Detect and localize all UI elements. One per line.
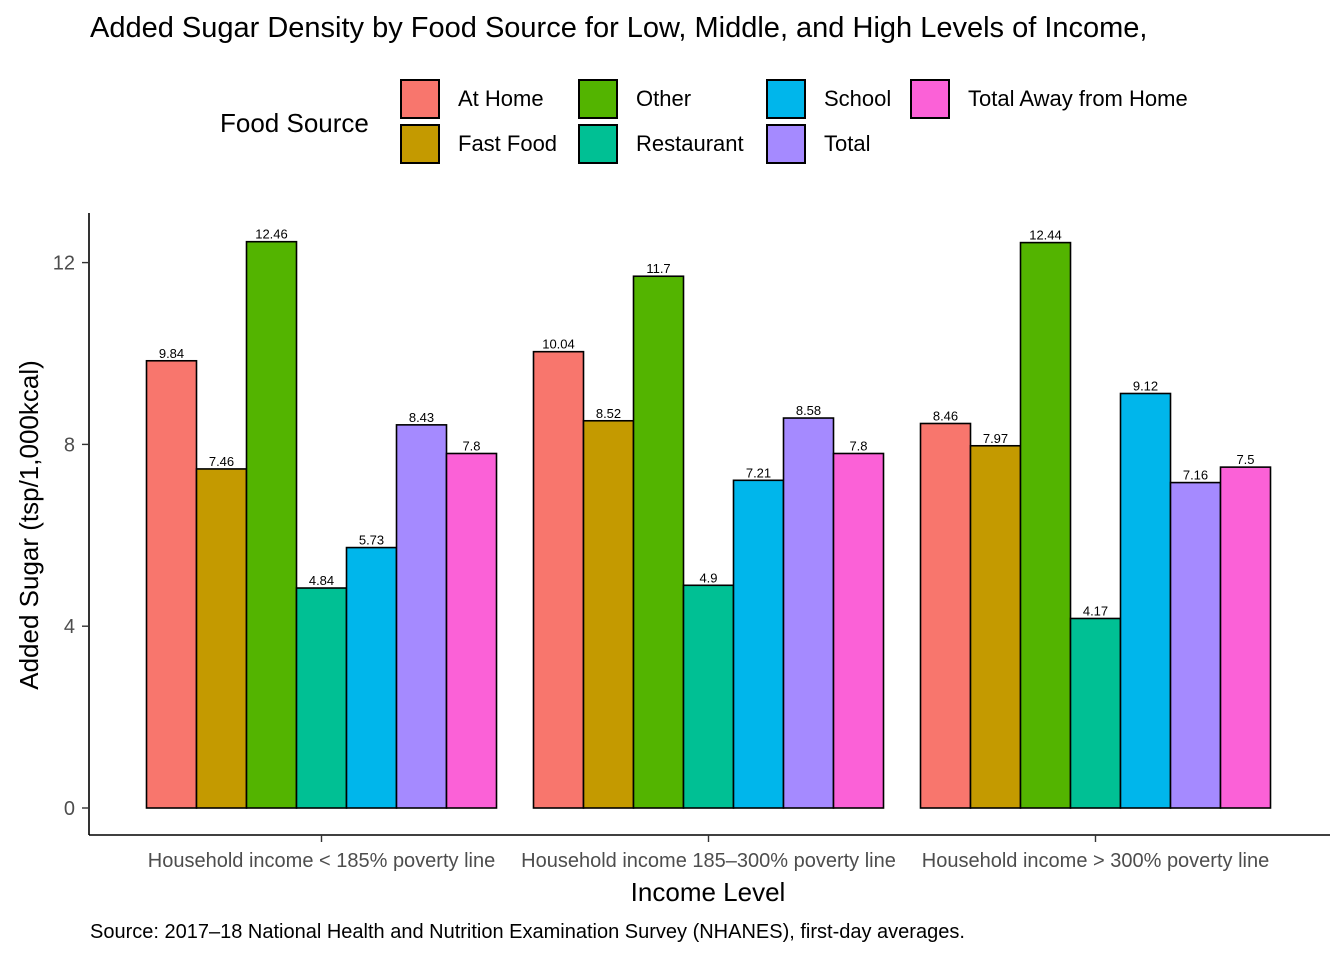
legend-item-at-home: At Home [400, 79, 544, 119]
value-label-fast-food-group-1: 7.46 [209, 454, 234, 469]
y-tick-label-0: 0 [64, 798, 75, 820]
legend-item-total-away-from-home: Total Away from Home [910, 79, 1188, 119]
value-label-fast-food-group-2: 8.52 [596, 406, 621, 421]
bar-school-group-3 [1119, 392, 1172, 809]
legend-title: Food Source [220, 108, 369, 138]
value-label-at-home-group-1: 9.84 [159, 346, 184, 361]
value-label-school-group-2: 7.21 [746, 465, 771, 480]
bar-total-away-from-home-group-3 [1219, 466, 1272, 809]
value-label-restaurant-group-1: 4.84 [309, 573, 334, 588]
bar-restaurant-group-1 [295, 587, 348, 809]
legend-swatch-restaurant [578, 124, 618, 164]
bar-restaurant-group-2 [682, 584, 735, 809]
bar-other-group-1 [245, 240, 298, 809]
legend-item-school: School [766, 79, 891, 119]
x-tick-label-2: Household income 185–300% poverty line [521, 850, 896, 872]
value-label-total-group-3: 7.16 [1183, 468, 1208, 483]
value-label-at-home-group-3: 8.46 [933, 408, 958, 423]
bar-fast-food-group-3 [969, 444, 1022, 809]
legend-label-school: School [824, 86, 892, 111]
x-tick-label-1: Household income < 185% poverty line [148, 850, 495, 872]
legend-swatch-total [766, 124, 806, 164]
value-label-total-away-from-home-group-3: 7.5 [1236, 452, 1254, 467]
chart-title: Added Sugar Density by Food Source for L… [90, 12, 1148, 44]
bar-school-group-1 [345, 546, 398, 809]
bar-at-home-group-3 [919, 422, 972, 809]
legend-label-at-home: At Home [458, 86, 544, 111]
legend-label-restaurant: Restaurant [636, 131, 744, 156]
value-label-total-group-2: 8.58 [796, 403, 821, 418]
bar-fast-food-group-2 [582, 419, 635, 809]
legend-item-fast-food: Fast Food [400, 124, 557, 164]
bar-total-group-1 [395, 424, 448, 809]
value-label-at-home-group-2: 10.04 [542, 337, 575, 352]
bar-at-home-group-1 [145, 359, 198, 809]
legend-item-total: Total [766, 124, 870, 164]
value-label-other-group-1: 12.46 [255, 227, 288, 242]
value-label-restaurant-group-2: 4.9 [699, 570, 717, 585]
legend-label-total: Total [824, 131, 871, 156]
y-tick-label-12: 12 [53, 253, 75, 275]
value-label-school-group-3: 9.12 [1133, 378, 1158, 393]
legend-label-other: Other [636, 86, 692, 111]
bar-fast-food-group-1 [195, 468, 248, 809]
x-axis-title: Income Level [631, 877, 786, 907]
legend-swatch-fast-food [400, 124, 440, 164]
value-label-total-away-from-home-group-2: 7.8 [849, 438, 867, 453]
value-label-total-away-from-home-group-1: 7.8 [462, 438, 480, 453]
value-label-restaurant-group-3: 4.17 [1083, 603, 1108, 618]
bar-at-home-group-2 [532, 350, 585, 809]
legend-label-fast-food: Fast Food [458, 131, 558, 156]
value-label-other-group-3: 12.44 [1029, 228, 1062, 243]
y-tick-label-8: 8 [64, 434, 75, 456]
legend-swatch-school [766, 79, 806, 119]
y-tick-label-4: 4 [64, 616, 75, 638]
bar-total-away-from-home-group-1 [445, 452, 498, 809]
y-axis-title: Added Sugar (tsp/1,000kcal) [14, 360, 44, 690]
bar-total-group-3 [1169, 481, 1222, 809]
bar-restaurant-group-3 [1069, 617, 1122, 809]
legend-swatch-at-home [400, 79, 440, 119]
bar-other-group-3 [1019, 241, 1072, 809]
value-label-total-group-1: 8.43 [409, 410, 434, 425]
legend-item-restaurant: Restaurant [578, 124, 744, 164]
legend-label-total-away-from-home: Total Away from Home [968, 86, 1188, 111]
bar-total-group-2 [782, 417, 835, 809]
bar-total-away-from-home-group-2 [832, 452, 885, 809]
legend-swatch-total-away-from-home [910, 79, 950, 119]
x-tick-label-3: Household income > 300% poverty line [922, 850, 1269, 872]
value-label-other-group-2: 11.7 [646, 261, 670, 276]
bar-school-group-2 [732, 479, 785, 809]
value-label-school-group-1: 5.73 [359, 533, 384, 548]
legend-swatch-other [578, 79, 618, 119]
bar-other-group-2 [632, 275, 685, 809]
value-label-fast-food-group-3: 7.97 [983, 431, 1008, 446]
legend-item-other: Other [578, 79, 691, 119]
chart-caption: Source: 2017–18 National Health and Nutr… [90, 921, 965, 943]
